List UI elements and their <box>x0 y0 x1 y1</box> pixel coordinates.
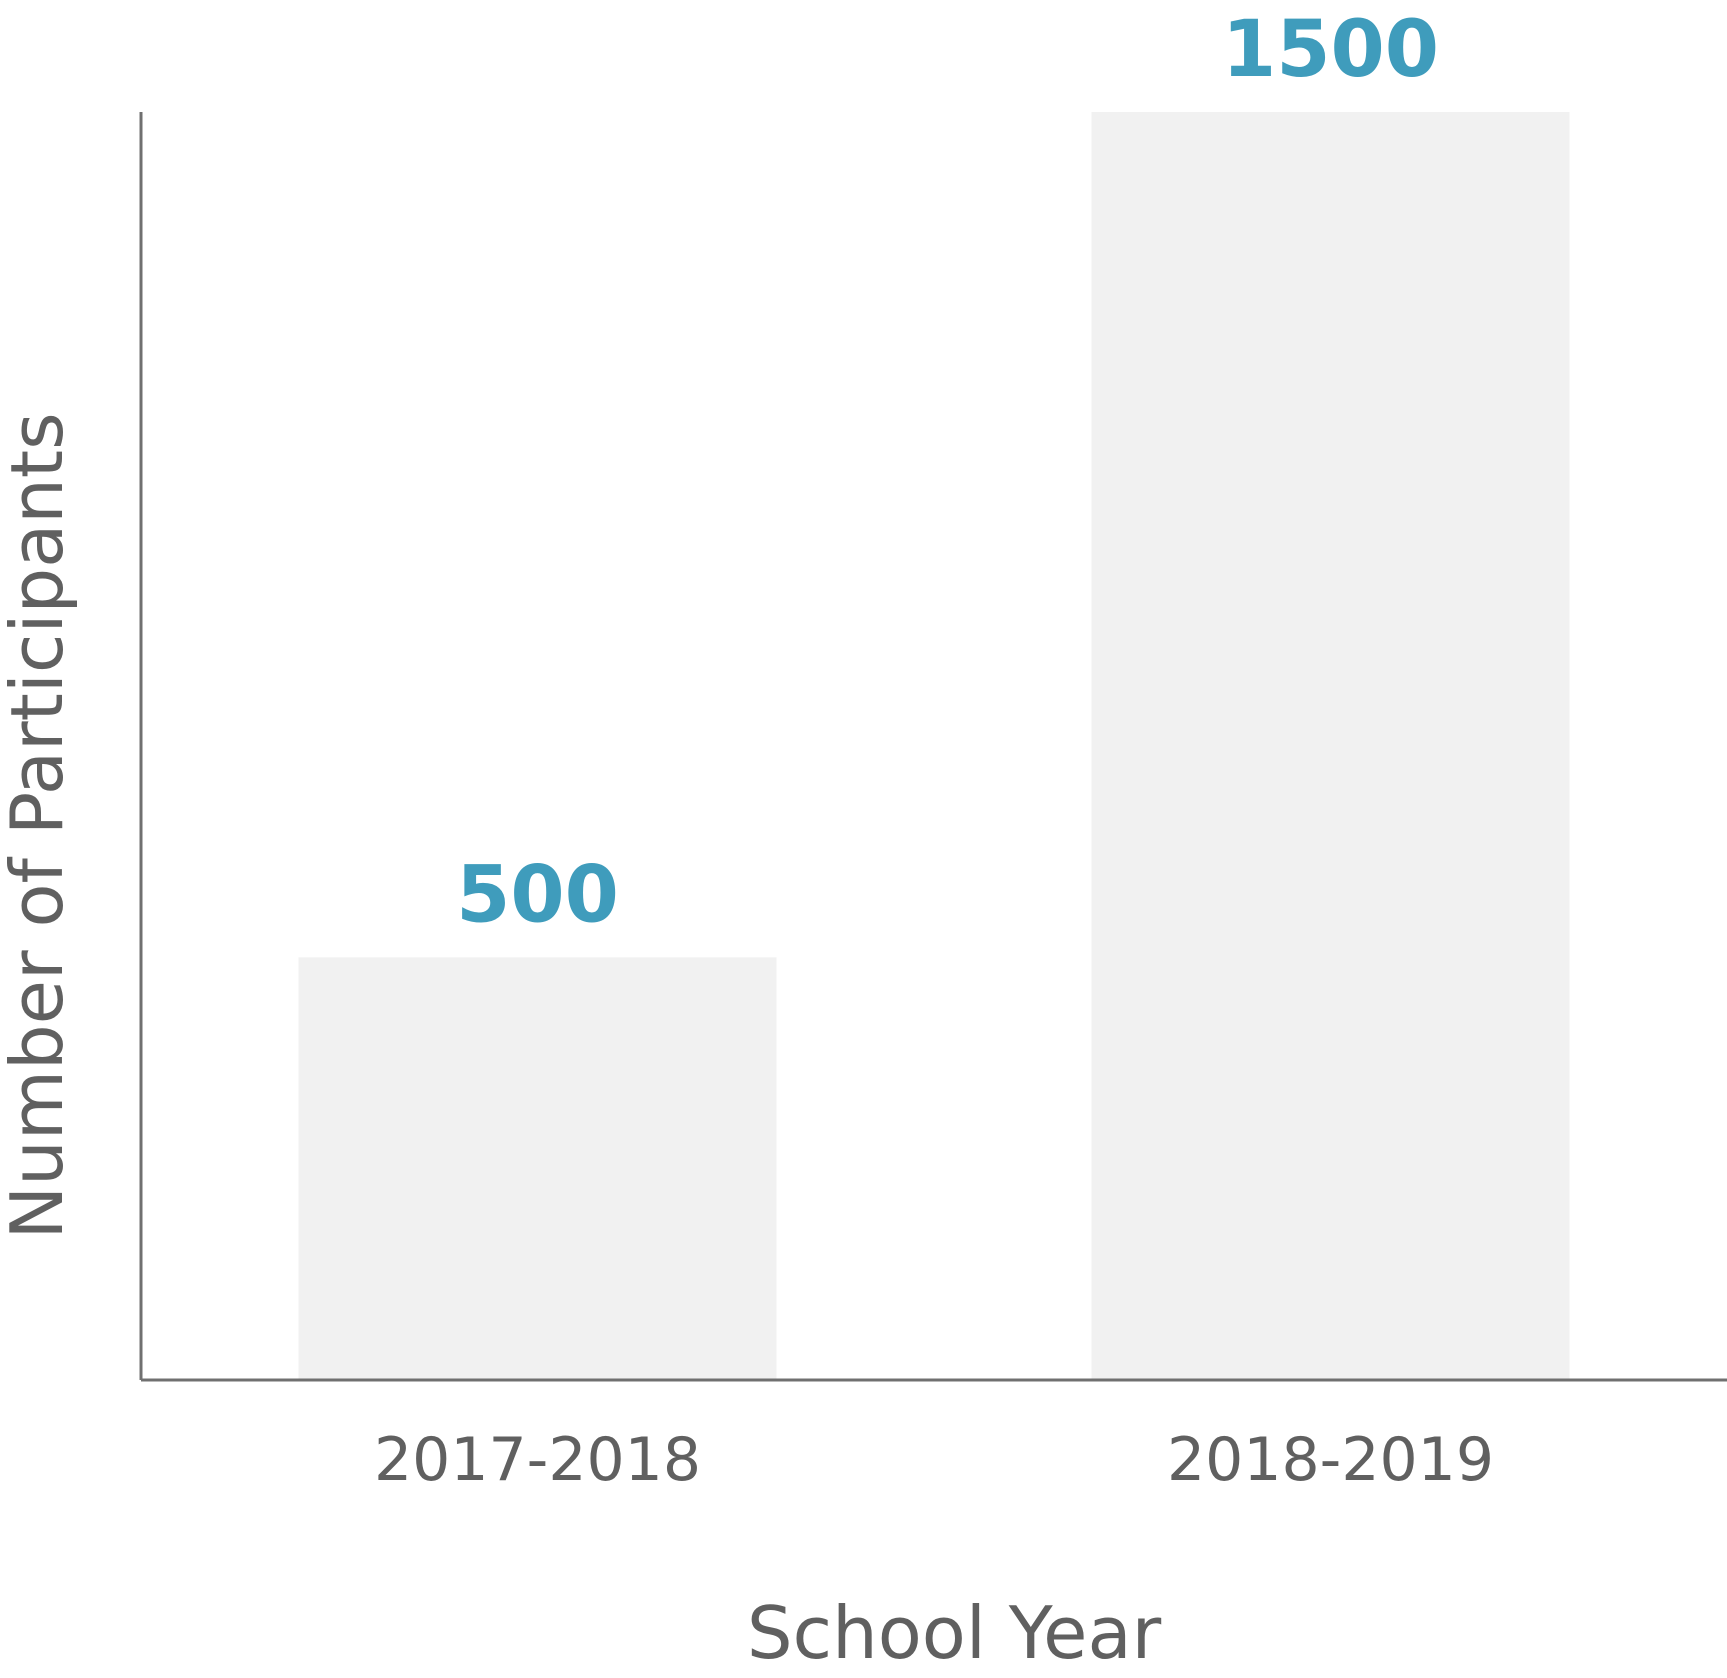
bar-value-label: 500 <box>456 850 619 940</box>
bar <box>298 957 777 1380</box>
labels-layer: 500 2017-2018 1500 2018-2019 <box>374 5 1494 1495</box>
bar <box>1091 112 1570 1380</box>
bar-value-label: 1500 <box>1222 5 1439 95</box>
x-tick-label: 2017-2018 <box>374 1425 701 1495</box>
y-axis-title: Number of Participants <box>0 412 79 1239</box>
bars-layer <box>298 112 1570 1380</box>
x-tick-label: 2018-2019 <box>1167 1425 1494 1495</box>
x-axis-title: School Year <box>747 1591 1162 1675</box>
